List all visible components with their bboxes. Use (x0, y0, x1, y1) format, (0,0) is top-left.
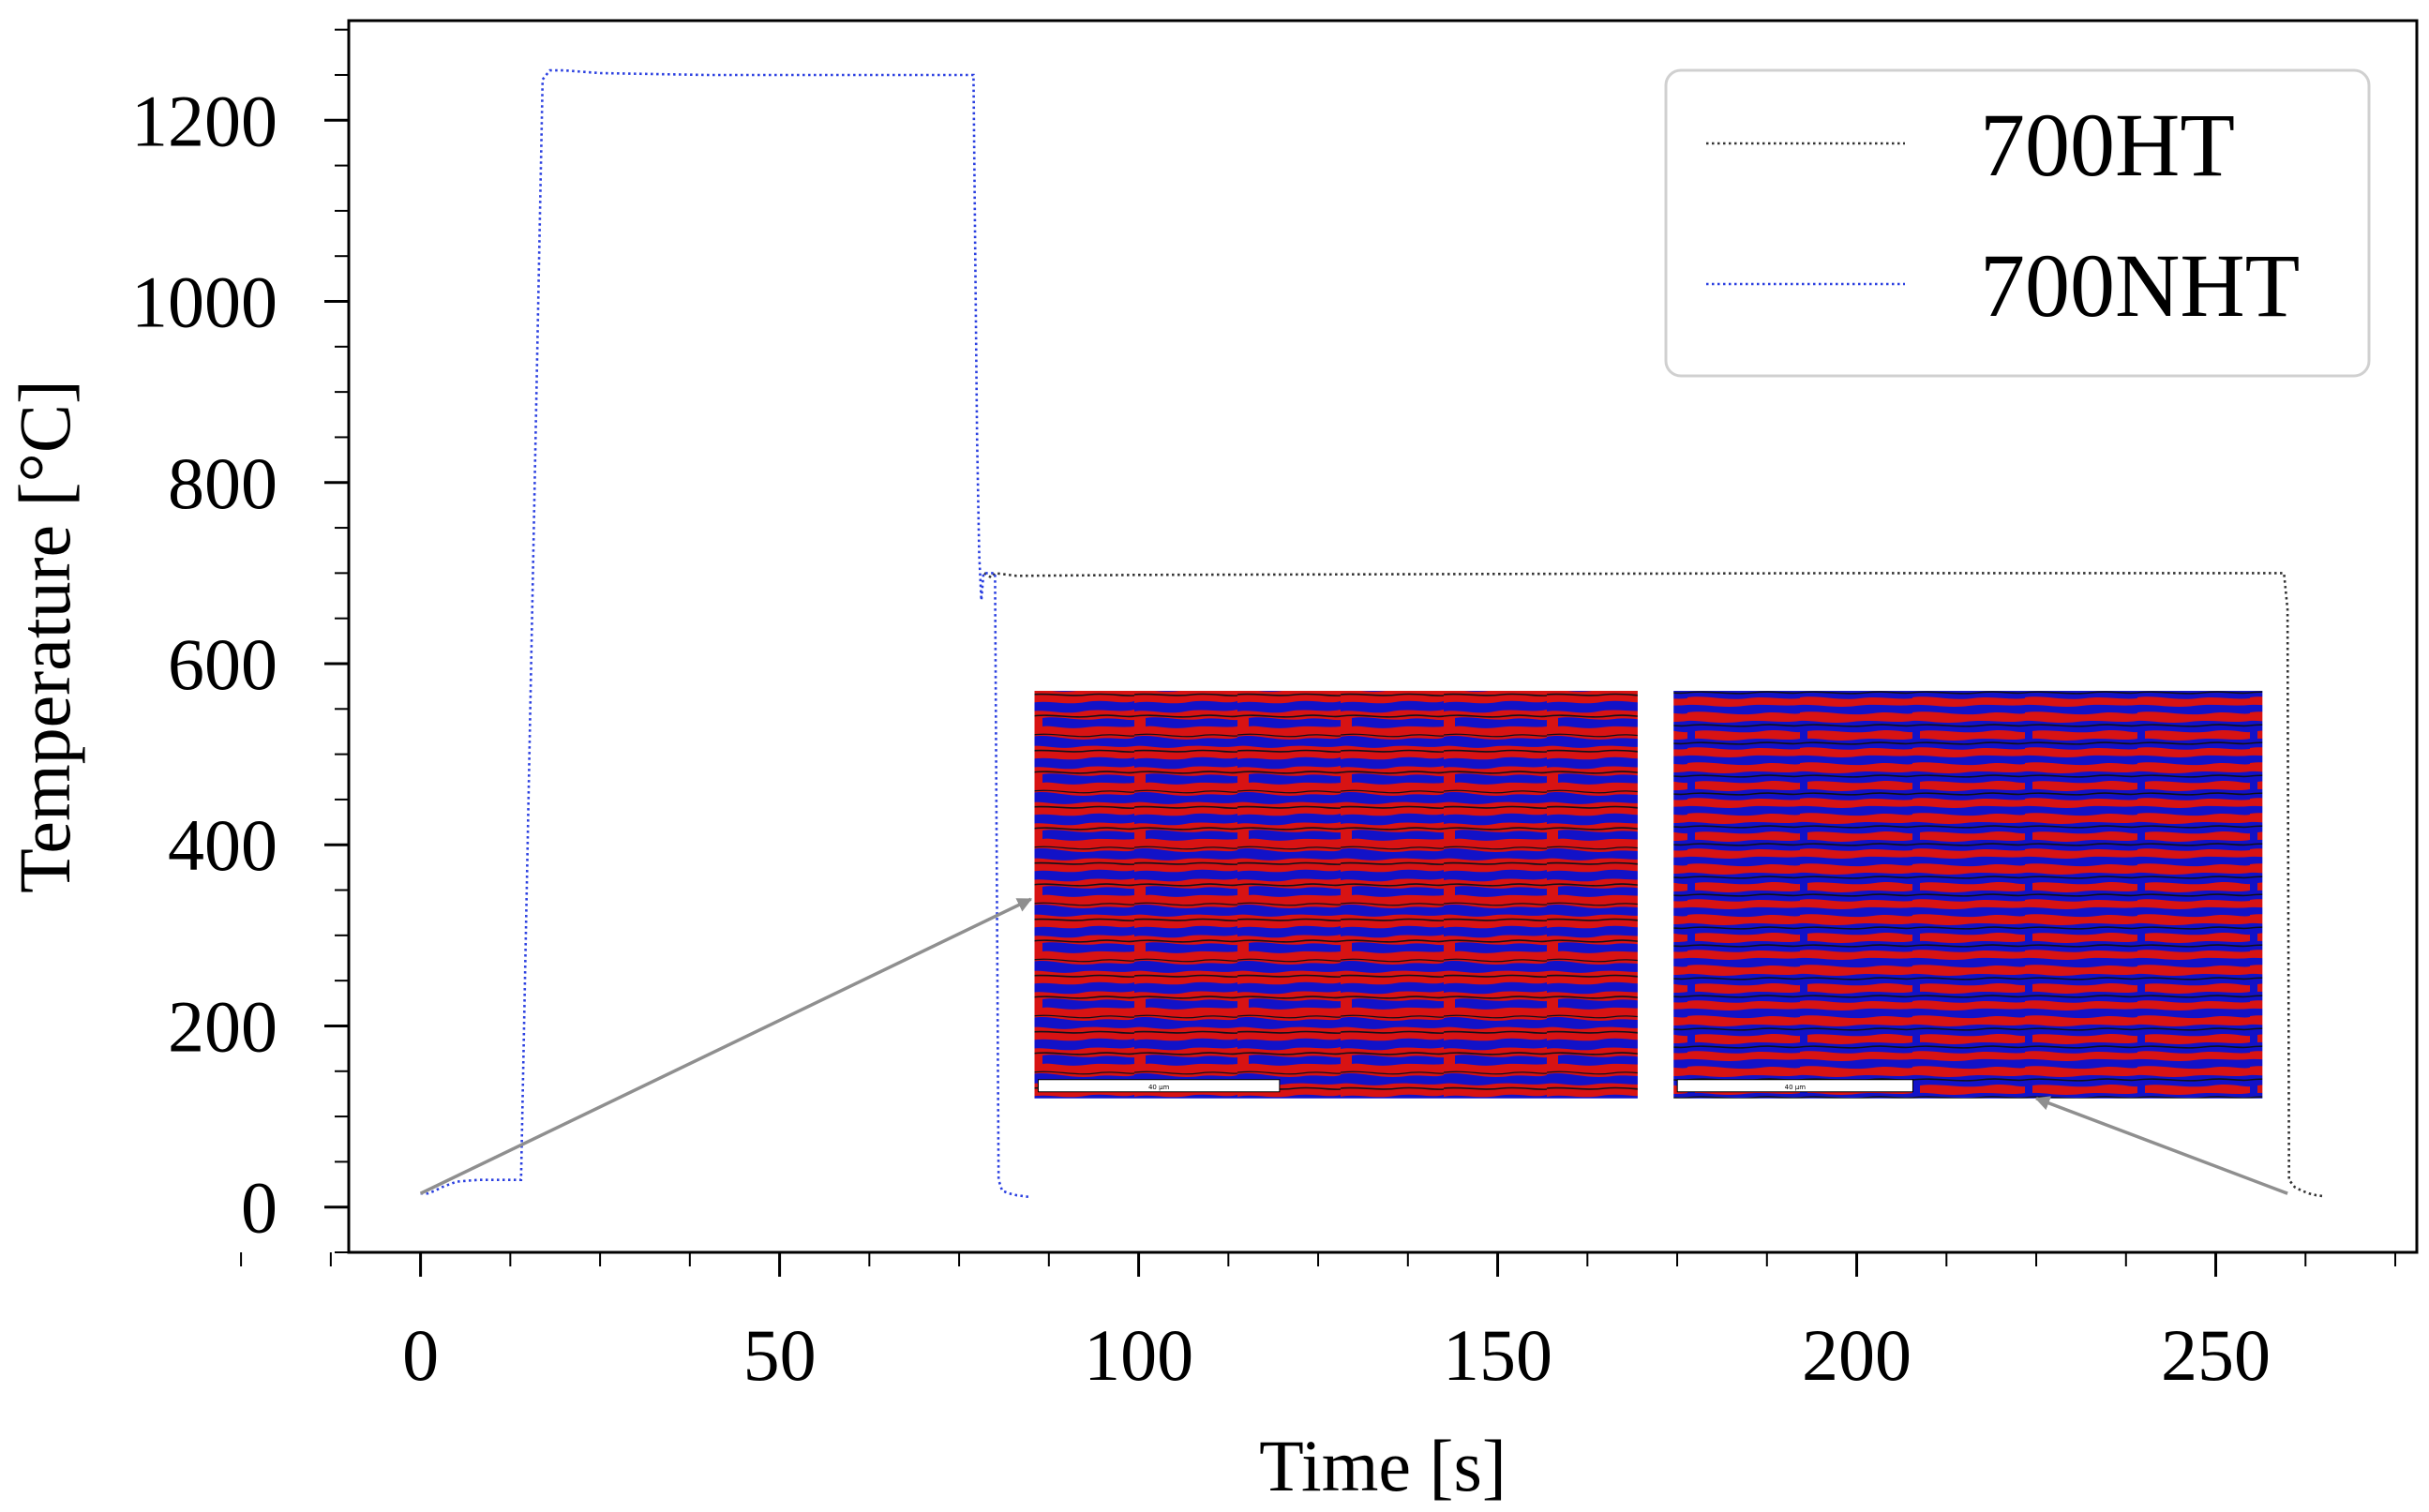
series-700ht (983, 572, 2324, 1198)
annotation-arrow-1 (419, 897, 1033, 1195)
x-tick-label: 0 (402, 1314, 439, 1396)
y-axis-label: Temperature [°C] (4, 380, 85, 893)
tick-labels: 0 50 100 150 200 250 0 200 400 600 800 1000 1200 (131, 80, 2271, 1396)
micrograph-image (1034, 690, 1638, 1099)
scale-bar (1676, 1079, 1913, 1093)
legend-label-700ht: 700HT (1980, 95, 2235, 195)
series-lines (420, 68, 2324, 1199)
x-tick-label: 50 (743, 1314, 817, 1396)
micrograph-image (1673, 690, 2263, 1099)
series-700nht (420, 68, 1031, 1199)
scale-bar-label: 40 µm (1148, 1084, 1170, 1091)
y-tick-label: 1000 (131, 262, 277, 343)
inset-micrographs: 40 µm 40 µm (1034, 690, 2263, 1099)
legend-frame (1664, 68, 2371, 378)
scale-bar-label: 40 µm (1785, 1084, 1807, 1091)
micrograph-left: 40 µm (1034, 690, 1638, 1099)
y-tick-label: 200 (168, 985, 277, 1067)
x-tick-label: 200 (1802, 1314, 1912, 1396)
annotation-arrow-2 (2034, 1096, 2288, 1195)
x-tick-label: 150 (1443, 1314, 1552, 1396)
x-tick-label: 100 (1084, 1314, 1193, 1396)
y-tick-label: 400 (168, 804, 277, 886)
annotation-arrows (419, 897, 2288, 1195)
y-tick-label: 600 (168, 623, 277, 705)
legend: 700HT 700NHT (1664, 68, 2371, 378)
x-tick-label: 250 (2161, 1314, 2271, 1396)
micrograph-right: 40 µm (1673, 690, 2263, 1099)
x-axis-label: Time [s] (1259, 1425, 1507, 1506)
y-tick-label: 800 (168, 442, 277, 524)
axis-ticks (240, 28, 2397, 1277)
y-tick-label: 1200 (131, 80, 277, 161)
legend-label-700nht: 700NHT (1980, 235, 2300, 336)
scale-bar (1038, 1079, 1281, 1093)
y-tick-label: 0 (241, 1167, 277, 1249)
